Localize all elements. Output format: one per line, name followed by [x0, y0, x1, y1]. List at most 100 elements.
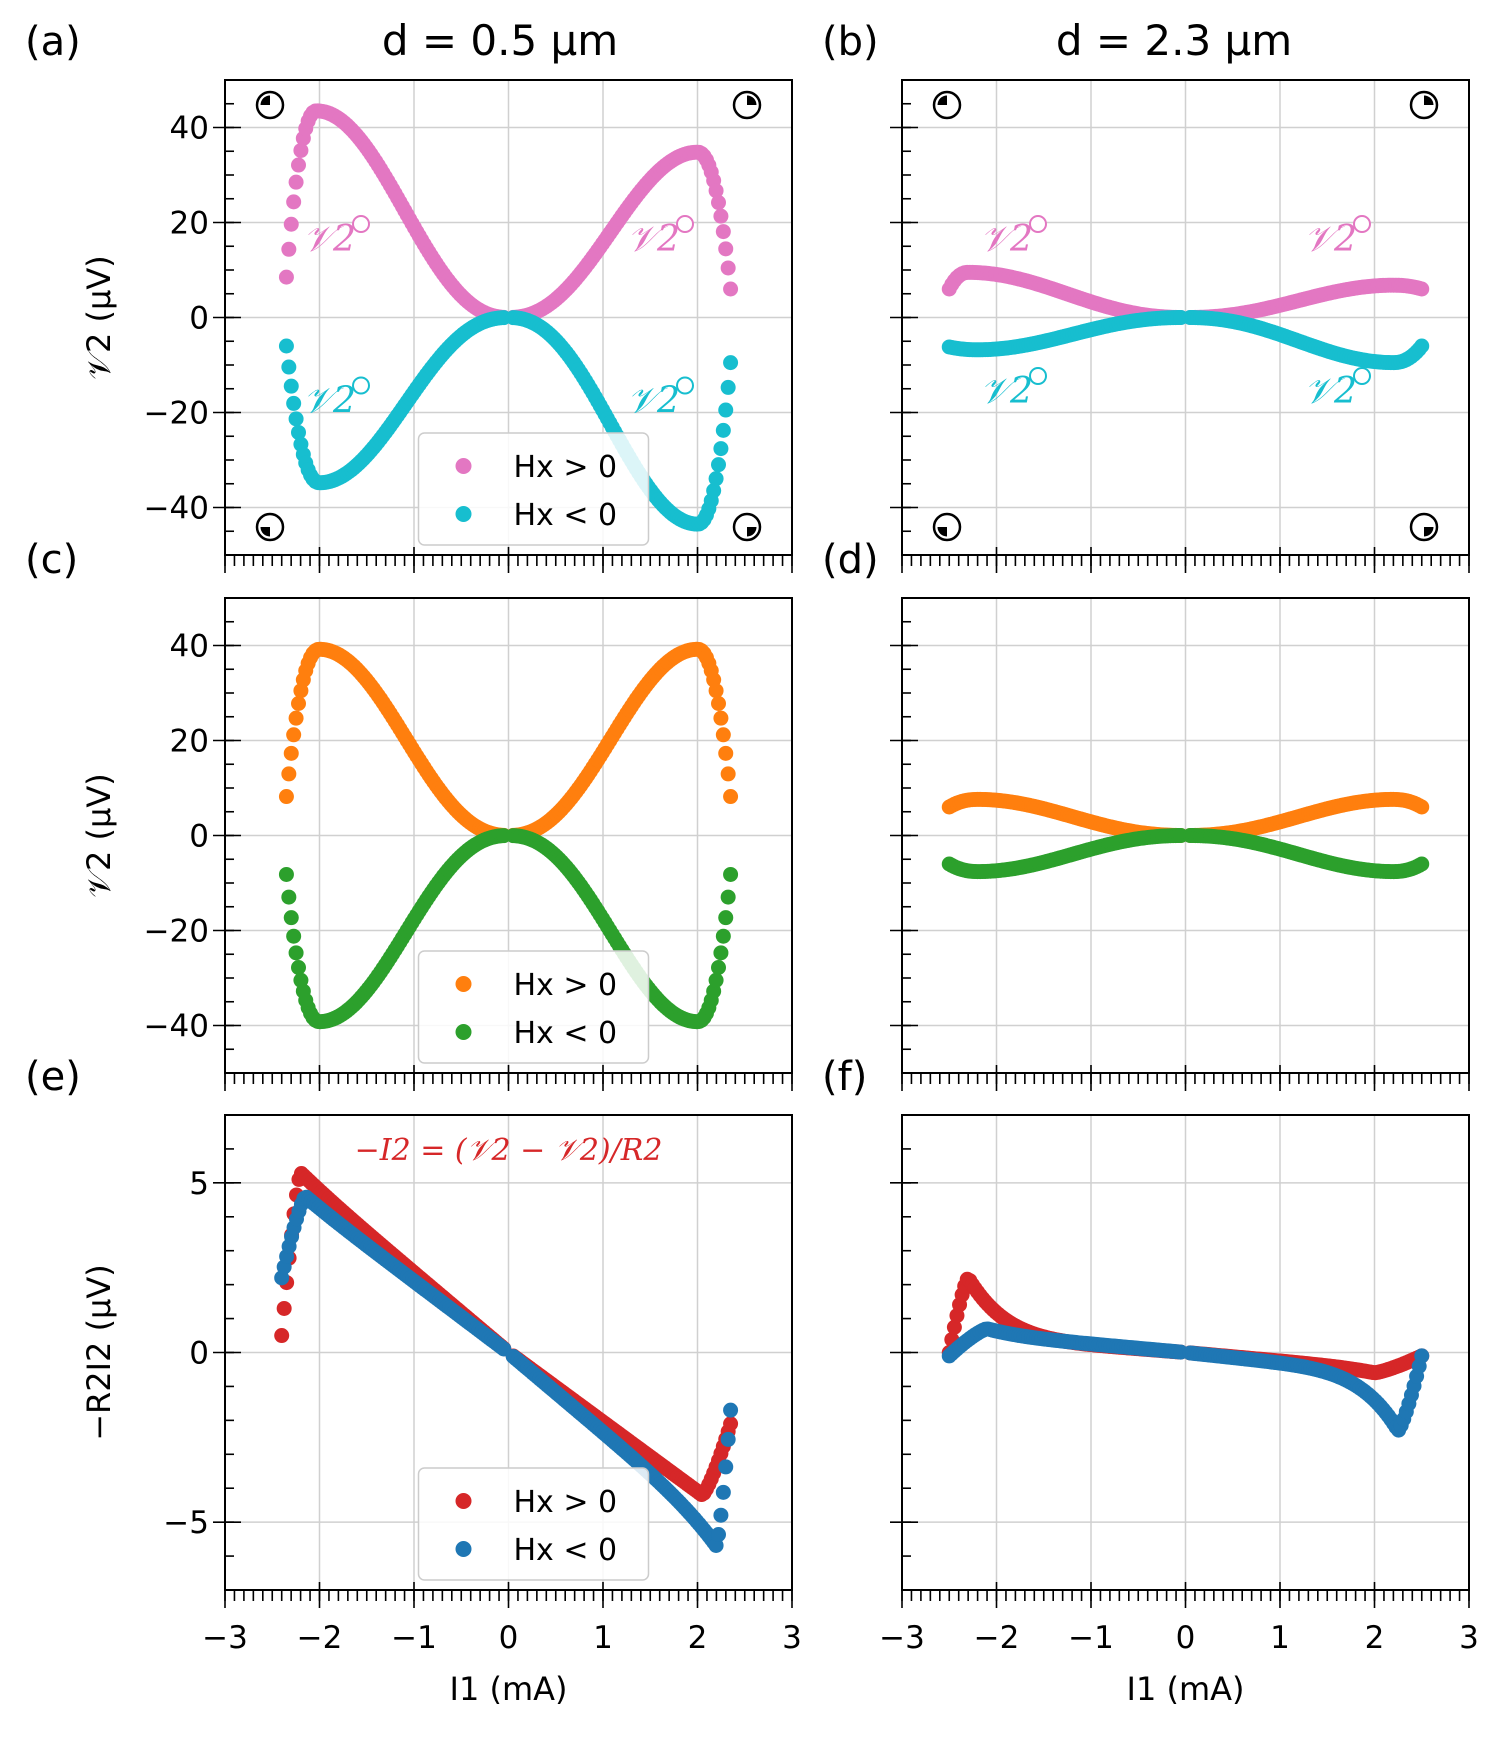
panel-letter: (a) — [25, 19, 81, 65]
data-point — [283, 910, 299, 926]
plot-frame — [224, 597, 793, 1074]
x-tick-label: 2 — [1365, 1620, 1385, 1656]
voltage-annotation: 𝒱2 — [980, 371, 1033, 412]
quadrant-marker-bottom-left-icon-fill — [260, 527, 270, 537]
annotation-quadrant-icon — [352, 215, 370, 233]
voltage-annotation: 𝒱2 — [303, 381, 356, 422]
y-tick-label: 40 — [170, 629, 209, 665]
legend-box — [417, 432, 650, 546]
data-point — [711, 696, 726, 712]
panel-e: 5 0 −5 −3 −2 −1 0 1 2 3 I1 (mA) (e) −R2I2 (μV) −I2 = … — [25, 1054, 802, 1708]
data-point — [291, 696, 306, 712]
data-point — [718, 1459, 734, 1475]
quadrant-marker-top-right-icon-fill — [747, 95, 757, 105]
legend-label: Hx < 0 — [514, 498, 618, 533]
y-axis-label: 𝒱2 (μV) — [80, 773, 118, 897]
annotation-quadrant-icon — [1029, 215, 1047, 233]
x-tick-label: 0 — [1176, 1620, 1196, 1656]
data-point — [1414, 799, 1430, 815]
column-title-right: d = 2.3 μm — [1056, 16, 1292, 65]
annotation-quadrant-icon — [352, 376, 370, 395]
x-tick-label: 3 — [1459, 1620, 1479, 1656]
data-point — [711, 457, 726, 473]
data-point — [720, 260, 736, 276]
data-point — [713, 441, 729, 457]
data-point — [718, 745, 734, 761]
quadrant-marker-bottom-left-icon-fill — [937, 527, 947, 537]
plot-frame — [224, 1114, 793, 1591]
data-point — [276, 1300, 292, 1316]
annotation-quadrant-icon — [1353, 367, 1371, 385]
data-point — [713, 1507, 729, 1523]
x-tick-label: −2 — [974, 1620, 1020, 1656]
data-point — [291, 424, 306, 440]
series-hx-negative — [941, 310, 1430, 371]
data-point — [283, 378, 299, 394]
legend-marker — [455, 1493, 472, 1509]
voltage-annotation: 𝒱2 — [627, 381, 680, 422]
legend-marker — [455, 506, 472, 522]
quadrant-marker-top-right-icon-fill — [1424, 95, 1434, 105]
data-point — [720, 1431, 736, 1447]
panel-f: −3 −2 −1 0 1 2 3 I1 (mA) (f) — [822, 1054, 1479, 1708]
data-point — [713, 710, 729, 726]
legend-label: Hx < 0 — [514, 1533, 618, 1568]
data-point — [1414, 338, 1430, 354]
y-tick-label: 5 — [189, 1166, 209, 1202]
series-hx-positive — [274, 1165, 739, 1503]
data-point — [946, 1319, 962, 1335]
data-point — [1414, 856, 1430, 872]
panel-c: 40 20 0 −20 −40 (c) 𝒱2 (μV) Hx > 0 Hx < 0 — [25, 537, 793, 1091]
data-point — [711, 195, 726, 211]
y-axis-label: 𝒱2 (μV) — [80, 255, 118, 379]
voltage-annotation: 𝒱2 — [1304, 371, 1357, 412]
data-point — [274, 1328, 290, 1344]
plot-frame — [901, 1114, 1470, 1591]
data-point — [281, 241, 297, 257]
data-point — [708, 683, 724, 699]
data-point — [288, 174, 304, 190]
data-point — [720, 766, 736, 782]
data-point — [711, 1527, 726, 1543]
data-point — [720, 379, 736, 395]
data-point — [291, 157, 306, 173]
data-point — [278, 269, 294, 285]
data-point — [288, 411, 304, 427]
x-tick-label: −3 — [202, 1620, 248, 1656]
data-point — [288, 945, 304, 961]
plot-frame — [901, 597, 1470, 1074]
annotation-quadrant-icon — [1029, 367, 1047, 385]
data-point — [718, 910, 734, 926]
legend-box — [417, 1467, 650, 1581]
data-point — [723, 866, 739, 882]
data-point — [706, 483, 722, 499]
data-point — [283, 745, 299, 761]
y-tick-label: −20 — [144, 396, 209, 432]
panel-letter: (d) — [822, 537, 879, 583]
data-point — [715, 1484, 731, 1500]
quadrant-marker-top-left-icon-fill — [937, 95, 947, 105]
x-tick-label: 0 — [499, 1620, 519, 1656]
series-hx-negative — [274, 1189, 739, 1553]
data-point — [278, 338, 294, 354]
data-point — [286, 928, 302, 944]
data-point — [283, 216, 299, 232]
x-tick-label: −1 — [1068, 1620, 1114, 1656]
x-tick-label: −2 — [297, 1620, 343, 1656]
x-axis-label: I1 (mA) — [1127, 1670, 1245, 1708]
annotation-quadrant-icon — [676, 376, 694, 395]
series-hx-positive — [278, 641, 739, 843]
series-hx-negative — [941, 1321, 1430, 1438]
x-tick-label: 1 — [593, 1620, 613, 1656]
y-tick-label: −40 — [144, 491, 209, 527]
legend-label: Hx < 0 — [514, 1016, 618, 1051]
data-point — [286, 395, 302, 411]
data-point — [720, 889, 736, 905]
quadrant-marker-bottom-right-icon-fill — [1424, 527, 1434, 537]
legend-marker — [455, 976, 472, 992]
data-point — [723, 355, 739, 371]
y-tick-label: 20 — [170, 206, 209, 242]
data-point — [723, 281, 739, 297]
legend-box — [417, 950, 650, 1064]
